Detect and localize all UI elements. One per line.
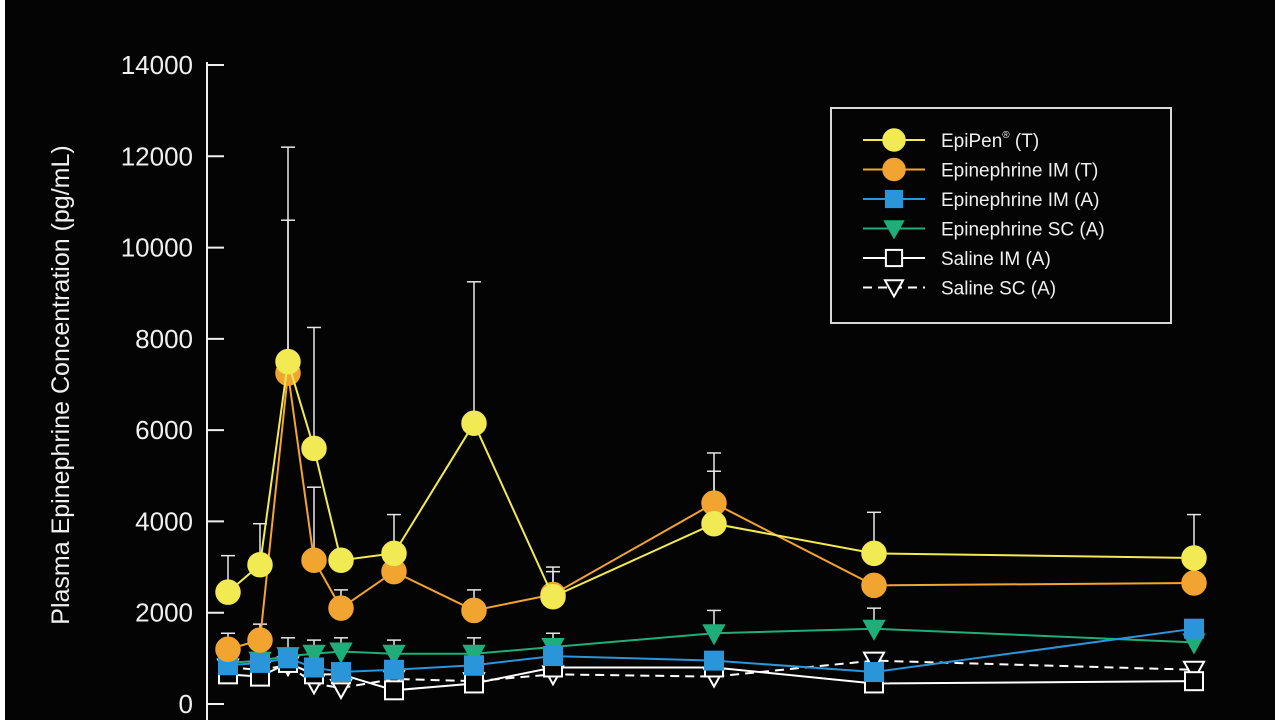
chart-frame: Plasma Epinephrine Concentration (pg/mL)… <box>5 0 1275 720</box>
y-tick-label: 4000 <box>135 506 193 536</box>
legend-item: Epinephrine IM (T) <box>863 157 1098 182</box>
data-point <box>540 583 566 610</box>
data-point <box>862 651 886 673</box>
data-series <box>215 348 1207 701</box>
data-point <box>1182 660 1206 682</box>
legend-box <box>830 107 1172 324</box>
legend-item: EpiPen® (T) <box>863 128 1039 152</box>
data-point <box>701 510 727 537</box>
data-point <box>215 579 241 605</box>
data-point <box>1184 618 1204 639</box>
data-point <box>1181 545 1207 571</box>
data-point <box>464 673 484 694</box>
data-point <box>864 662 884 683</box>
data-point <box>384 659 404 680</box>
legend-label: Epinephrine SC (A) <box>941 220 1105 241</box>
series-1 <box>215 360 1207 662</box>
data-point <box>278 648 298 669</box>
data-point <box>1181 570 1207 596</box>
legend-items: EpiPen® (T) Epinephrine IM (T) Epinephrine… <box>863 128 1105 300</box>
y-tick-label: 12000 <box>121 141 193 171</box>
y-tick-label: 2000 <box>135 598 193 628</box>
data-point <box>382 644 406 666</box>
legend-marker <box>884 248 904 268</box>
data-point <box>461 410 487 437</box>
legend: EpiPen® (T) Epinephrine IM (T) Epinephrine… <box>830 107 1172 324</box>
legend-marker <box>884 189 904 209</box>
data-point <box>331 662 351 683</box>
y-tick-label: 14000 <box>121 50 193 80</box>
data-point <box>304 657 324 678</box>
data-point <box>461 597 487 624</box>
data-point <box>861 540 887 567</box>
line-chart: Plasma Epinephrine Concentration (pg/mL)… <box>47 50 1207 720</box>
series-0 <box>215 348 1207 610</box>
data-point <box>862 619 886 641</box>
legend-marker <box>883 220 905 240</box>
legend-item: Epinephrine SC (A) <box>863 220 1105 241</box>
data-point <box>302 644 326 666</box>
legend-item: Saline IM (A) <box>863 248 1051 270</box>
data-point <box>301 547 327 573</box>
data-point <box>543 646 563 667</box>
data-point <box>275 348 301 375</box>
data-point <box>301 435 327 462</box>
data-point <box>464 655 484 676</box>
y-tick-label: 10000 <box>121 233 193 263</box>
legend-item: Saline SC (A) <box>863 279 1056 300</box>
legend-label: Epinephrine IM (T) <box>941 161 1098 182</box>
legend-label: Saline IM (A) <box>941 249 1051 270</box>
data-point <box>250 652 270 673</box>
data-point <box>328 547 354 573</box>
data-point <box>247 627 273 653</box>
legend-label: Saline SC (A) <box>941 279 1056 300</box>
data-point <box>704 650 724 671</box>
data-point <box>861 572 887 599</box>
series-line <box>227 361 1195 599</box>
y-tick-label: 0 <box>179 689 193 719</box>
data-point <box>329 642 353 664</box>
data-point <box>1184 671 1204 692</box>
y-tick-label: 8000 <box>135 324 193 354</box>
legend-marker <box>883 279 905 299</box>
data-point <box>328 595 354 621</box>
data-point <box>381 540 407 567</box>
data-point <box>384 680 404 701</box>
y-tick-label: 6000 <box>135 415 193 445</box>
data-point <box>702 624 726 646</box>
y-axis-title: Plasma Epinephrine Concentration (pg/mL) <box>47 145 75 624</box>
data-point <box>215 636 241 662</box>
legend-label: EpiPen® (T) <box>941 130 1039 152</box>
legend-label: Epinephrine IM (A) <box>941 190 1099 211</box>
legend-marker <box>882 128 906 152</box>
legend-marker <box>882 157 906 182</box>
data-point <box>462 644 486 666</box>
legend-item: Epinephrine IM (A) <box>863 189 1099 211</box>
data-point <box>247 552 273 578</box>
series-2 <box>218 618 1204 683</box>
y-axis-ticks: 0 2000 4000 6000 8000 10000 12000 14000 <box>121 50 224 719</box>
